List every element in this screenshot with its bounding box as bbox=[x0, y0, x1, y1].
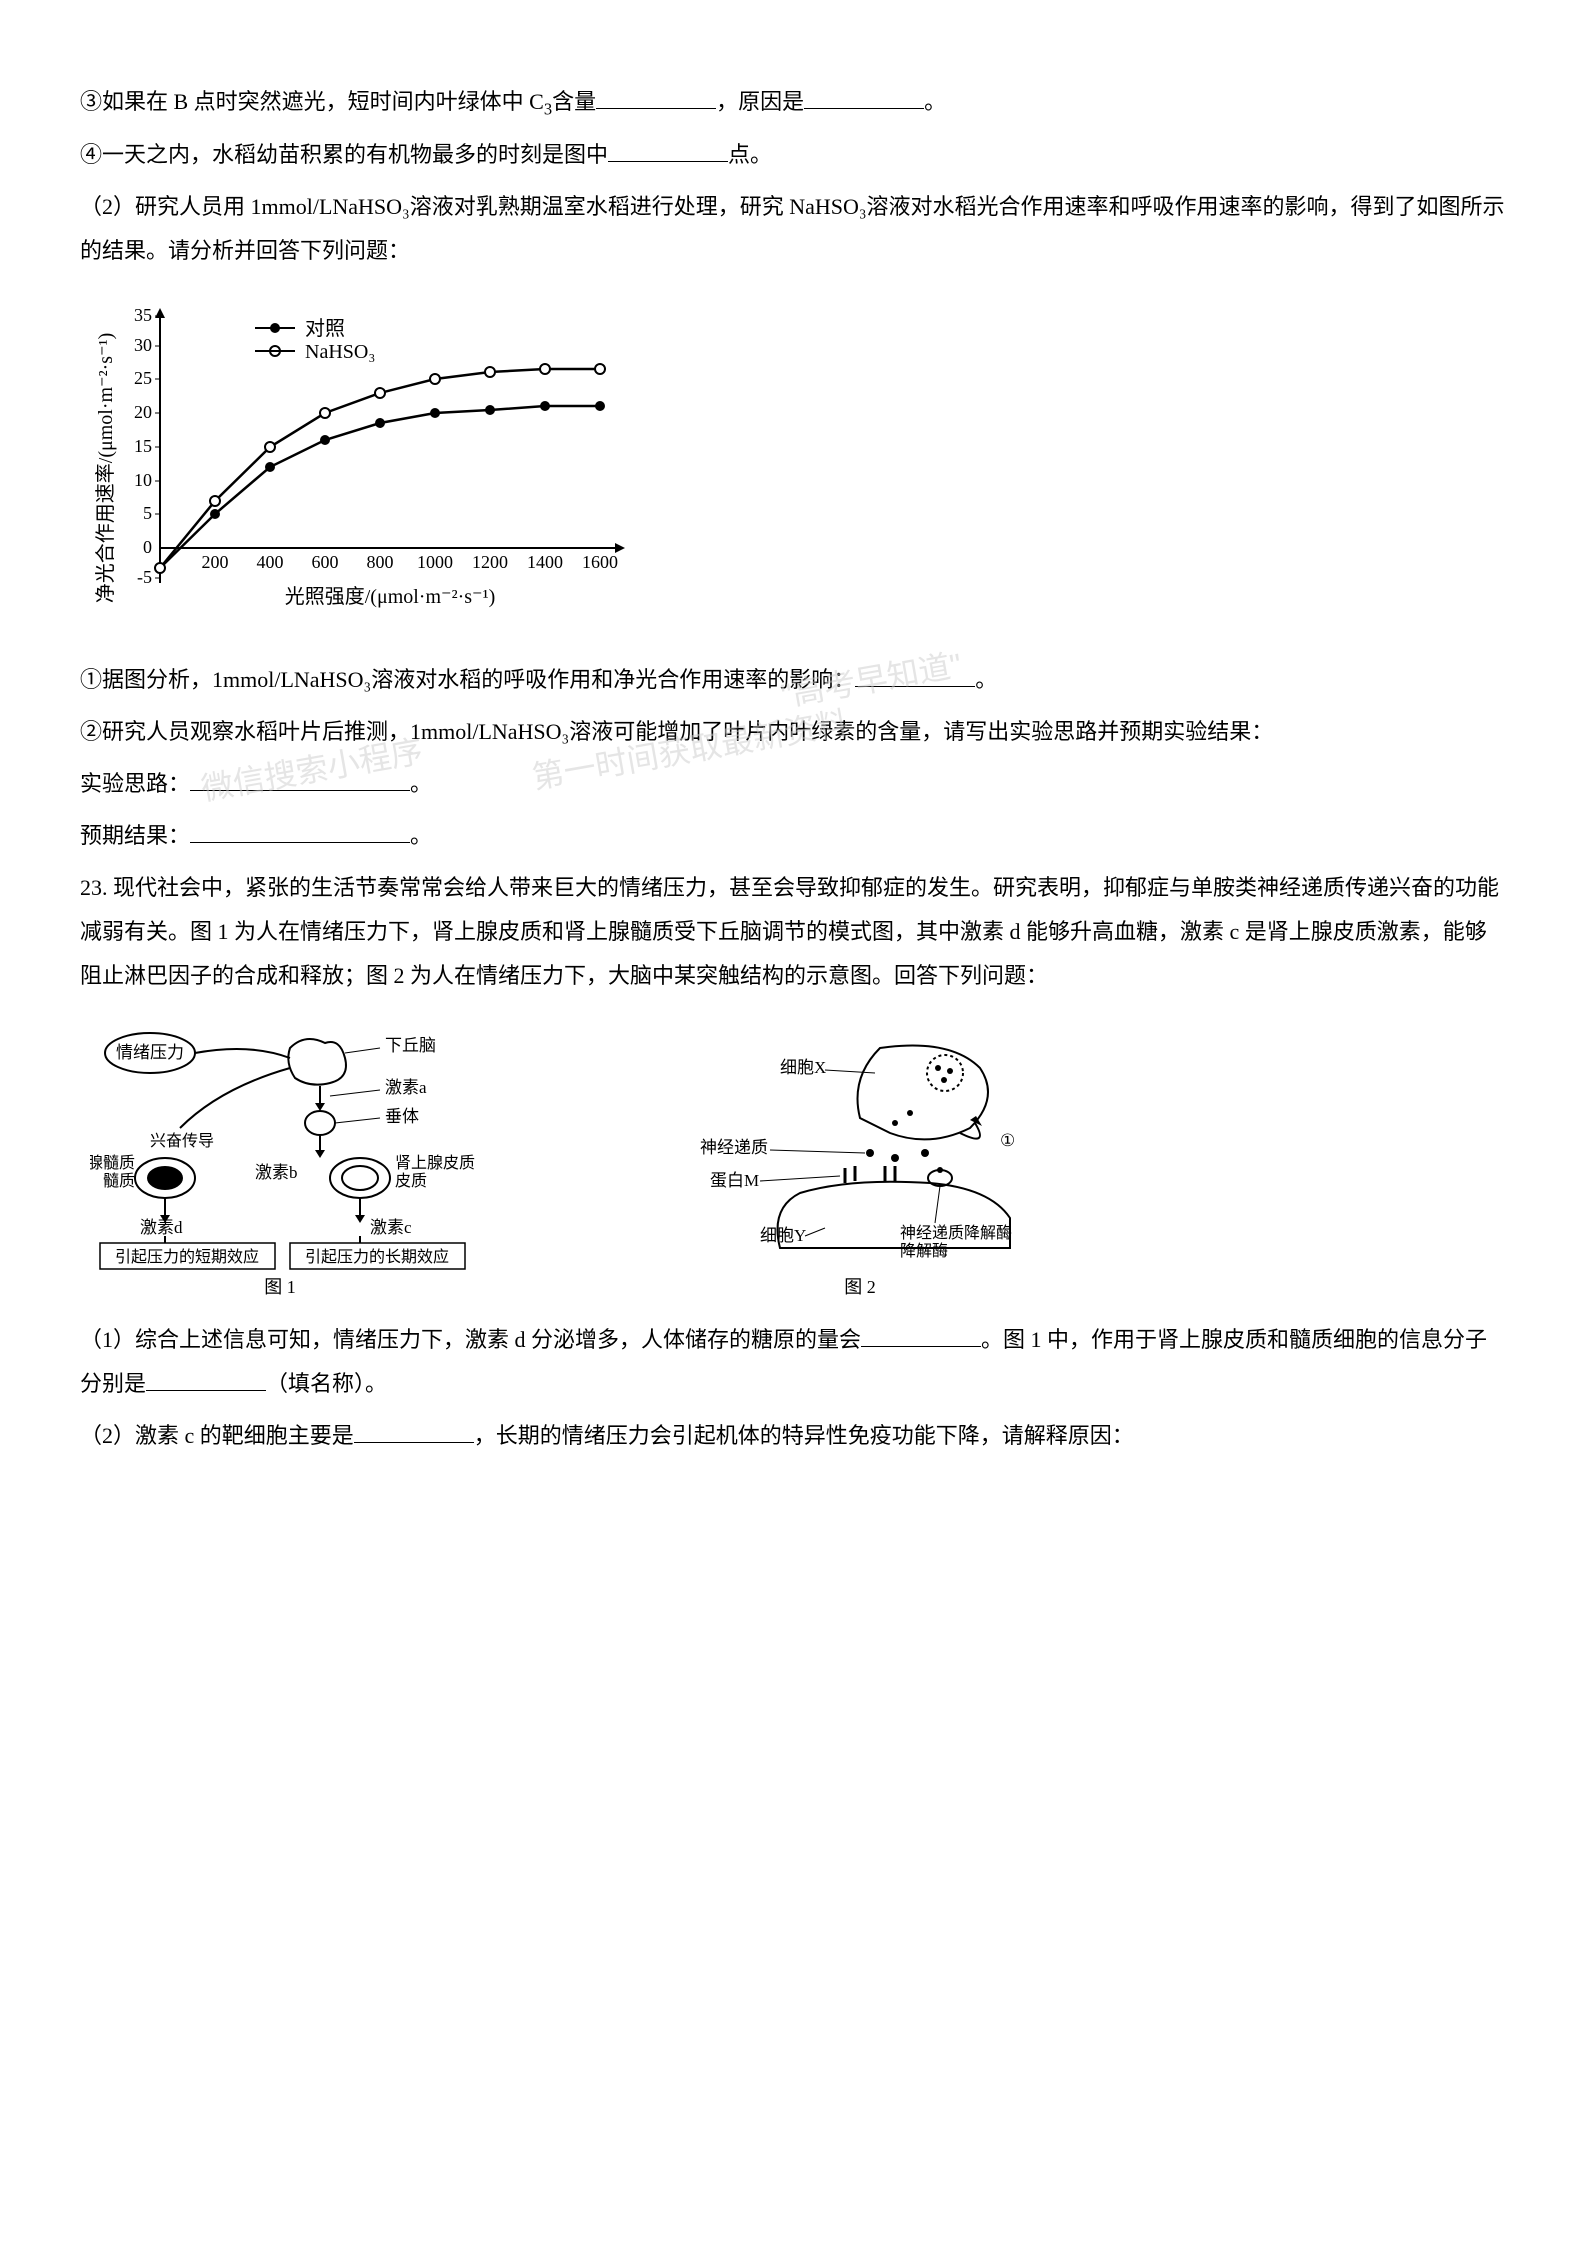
experiment-plan: 实验思路： 。 bbox=[80, 762, 1507, 806]
fill-blank bbox=[596, 87, 716, 109]
diagram-1: 情绪压力 下丘脑 激素a 垂体 兴奋传导 肾上腺髓质 髓质 激素d 激素b 肾 bbox=[90, 1018, 610, 1298]
svg-text:图 1: 图 1 bbox=[264, 1277, 296, 1297]
subscript: 3 bbox=[544, 99, 552, 118]
text: 预期结果： bbox=[80, 823, 190, 848]
expected-result: 预期结果： 。 bbox=[80, 814, 1507, 858]
svg-text:1000: 1000 bbox=[417, 552, 453, 572]
svg-text:20: 20 bbox=[134, 402, 152, 422]
fill-blank bbox=[861, 1325, 981, 1347]
x-axis-label: 光照强度/(μmol·m⁻²·s⁻¹) bbox=[285, 585, 495, 608]
svg-text:神经递质: 神经递质 bbox=[700, 1138, 768, 1157]
text: ，原因是 bbox=[716, 89, 804, 114]
text: ，长期的情绪压力会引起机体的特异性免疫功能下降，请解释原因： bbox=[474, 1423, 1134, 1448]
svg-text:35: 35 bbox=[134, 305, 152, 325]
diagram-2: 细胞X 神经递质 ① 蛋白M 细胞Y 神经递质降解酶 降解酶 图 2 bbox=[650, 1018, 1070, 1298]
text: 。 bbox=[975, 667, 997, 692]
text: 。 bbox=[924, 89, 946, 114]
svg-text:200: 200 bbox=[202, 552, 229, 572]
svg-text:0: 0 bbox=[143, 537, 152, 557]
svg-text:引起压力的长期效应: 引起压力的长期效应 bbox=[305, 1247, 449, 1266]
svg-text:25: 25 bbox=[134, 368, 152, 388]
fill-blank bbox=[146, 1369, 266, 1391]
question-line-4: ④一天之内，水稻幼苗积累的有机物最多的时刻是图中 点。 bbox=[80, 133, 1507, 177]
text: 实验思路： bbox=[80, 771, 190, 796]
svg-text:1200: 1200 bbox=[472, 552, 508, 572]
svg-text:激素c: 激素c bbox=[370, 1218, 412, 1237]
svg-text:神经递质降解酶: 神经递质降解酶 bbox=[900, 1224, 1012, 1242]
text: ③如果在 B 点时突然遮光，短时间内叶绿体中 C bbox=[80, 89, 544, 114]
question-2-2: ②研究人员观察水稻叶片后推测，1mmol/LNaHSO₃溶液可能增加了叶片内叶绿… bbox=[80, 710, 1507, 754]
svg-text:1400: 1400 bbox=[527, 552, 563, 572]
svg-text:细胞X: 细胞X bbox=[780, 1058, 826, 1077]
text: （填名称）。 bbox=[266, 1371, 387, 1396]
question-23-1: （1）综合上述信息可知，情绪压力下，激素 d 分泌增多，人体储存的糖原的量会。图… bbox=[80, 1318, 1507, 1406]
text: 。 bbox=[410, 771, 432, 796]
text: 23. 现代社会中，紧张的生活节奏常常会给人带来巨大的情绪压力，甚至会导致抑郁症… bbox=[80, 875, 1499, 988]
svg-text:①: ① bbox=[1000, 1131, 1015, 1150]
fill-blank bbox=[354, 1421, 474, 1443]
text: ②研究人员观察水稻叶片后推测，1mmol/LNaHSO₃溶液可能增加了叶片内叶绿… bbox=[80, 719, 1273, 744]
fill-blank bbox=[804, 87, 924, 109]
photosynthesis-chart: -5 0 5 10 15 20 25 30 35 bbox=[80, 293, 1507, 638]
diagrams: 情绪压力 下丘脑 激素a 垂体 兴奋传导 肾上腺髓质 髓质 激素d 激素b 肾 bbox=[80, 1018, 1507, 1298]
svg-text:下丘脑: 下丘脑 bbox=[385, 1036, 436, 1055]
svg-text:肾上腺髓质: 肾上腺髓质 bbox=[90, 1154, 135, 1172]
text: （1）综合上述信息可知，情绪压力下，激素 d 分泌增多，人体储存的糖原的量会 bbox=[80, 1327, 861, 1352]
text: （2）研究人员用 1mmol/LNaHSO₃溶液对乳熟期温室水稻进行处理，研究 … bbox=[80, 194, 1505, 263]
svg-text:髓质: 髓质 bbox=[103, 1172, 135, 1190]
svg-text:皮质: 皮质 bbox=[395, 1172, 427, 1190]
fill-blank bbox=[855, 665, 975, 687]
fill-blank bbox=[190, 769, 410, 791]
svg-text:激素a: 激素a bbox=[385, 1078, 427, 1097]
svg-text:兴奋传导: 兴奋传导 bbox=[150, 1132, 214, 1150]
svg-text:降解酶: 降解酶 bbox=[900, 1242, 948, 1260]
question-23: 23. 现代社会中，紧张的生活节奏常常会给人带来巨大的情绪压力，甚至会导致抑郁症… bbox=[80, 866, 1507, 998]
question-2-1: ①据图分析，1mmol/LNaHSO₃溶液对水稻的呼吸作用和净光合作用速率的影响… bbox=[80, 658, 1507, 702]
svg-text:细胞Y: 细胞Y bbox=[760, 1226, 806, 1245]
svg-text:激素d: 激素d bbox=[140, 1218, 183, 1237]
svg-text:400: 400 bbox=[257, 552, 284, 572]
question-part-2: （2）研究人员用 1mmol/LNaHSO₃溶液对乳熟期温室水稻进行处理，研究 … bbox=[80, 185, 1507, 273]
text: 。 bbox=[410, 823, 432, 848]
svg-text:情绪压力: 情绪压力 bbox=[116, 1043, 184, 1062]
svg-text:引起压力的短期效应: 引起压力的短期效应 bbox=[115, 1247, 259, 1266]
svg-text:图 2: 图 2 bbox=[844, 1277, 876, 1297]
svg-text:600: 600 bbox=[312, 552, 339, 572]
svg-text:5: 5 bbox=[143, 503, 152, 523]
svg-text:15: 15 bbox=[134, 436, 152, 456]
fill-blank bbox=[608, 140, 728, 162]
svg-text:30: 30 bbox=[134, 335, 152, 355]
text: 点。 bbox=[728, 142, 772, 167]
text: （2）激素 c 的靶细胞主要是 bbox=[80, 1423, 354, 1448]
svg-text:-5: -5 bbox=[137, 567, 152, 587]
y-axis-label: 净光合作用速率/(μmol·m⁻²·s⁻¹) bbox=[94, 333, 117, 603]
question-line-3: ③如果在 B 点时突然遮光，短时间内叶绿体中 C3含量 ，原因是 。 bbox=[80, 80, 1507, 125]
question-23-2: （2）激素 c 的靶细胞主要是 ，长期的情绪压力会引起机体的特异性免疫功能下降，请… bbox=[80, 1414, 1507, 1458]
svg-text:1600: 1600 bbox=[582, 552, 618, 572]
svg-text:垂体: 垂体 bbox=[385, 1107, 419, 1126]
svg-text:10: 10 bbox=[134, 470, 152, 490]
svg-text:肾上腺皮质: 肾上腺皮质 bbox=[395, 1154, 475, 1172]
fill-blank bbox=[190, 821, 410, 843]
svg-text:蛋白M: 蛋白M bbox=[710, 1171, 759, 1190]
svg-text:800: 800 bbox=[367, 552, 394, 572]
text: 含量 bbox=[552, 89, 596, 114]
text: ④一天之内，水稻幼苗积累的有机物最多的时刻是图中 bbox=[80, 142, 608, 167]
text: ①据图分析，1mmol/LNaHSO₃溶液对水稻的呼吸作用和净光合作用速率的影响… bbox=[80, 667, 855, 692]
legend-nahso3: NaHSO₃ bbox=[305, 341, 375, 363]
svg-text:激素b: 激素b bbox=[255, 1163, 298, 1182]
legend-control: 对照 bbox=[305, 317, 345, 340]
